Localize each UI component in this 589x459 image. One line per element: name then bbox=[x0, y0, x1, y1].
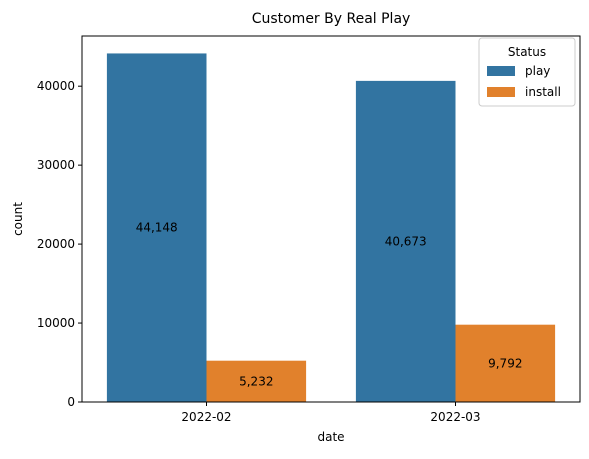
bar-play-2022-03 bbox=[355, 80, 456, 402]
legend-label-play: play bbox=[525, 64, 550, 78]
y-axis-label: count bbox=[11, 202, 25, 236]
y-tick-label: 30000 bbox=[37, 158, 75, 172]
x-tick-label: 2022-03 bbox=[430, 410, 480, 424]
legend: Status play install bbox=[478, 37, 576, 107]
bar-value-label: 9,792 bbox=[488, 356, 522, 370]
x-tick-label: 2022-02 bbox=[181, 410, 231, 424]
plot-frame bbox=[81, 35, 581, 403]
bar-install-2022-03 bbox=[455, 324, 556, 402]
bar-value-label: 5,232 bbox=[239, 374, 273, 388]
bars-group bbox=[106, 53, 556, 402]
legend-swatch-play bbox=[487, 66, 515, 76]
bar-install-2022-02 bbox=[206, 360, 307, 402]
x-axis-label: date bbox=[317, 430, 344, 444]
x-axis: 2022-02 2022-03 bbox=[181, 402, 481, 424]
bar-value-label: 40,673 bbox=[385, 234, 427, 248]
legend-swatch-install bbox=[487, 87, 515, 97]
y-tick-label: 10000 bbox=[37, 316, 75, 330]
bar-labels-group: 44,148 5,232 40,673 9,792 bbox=[136, 221, 523, 389]
legend-label-install: install bbox=[525, 85, 561, 99]
y-tick-label: 40000 bbox=[37, 79, 75, 93]
y-tick-label: 0 bbox=[67, 395, 75, 409]
y-tick-label: 20000 bbox=[37, 237, 75, 251]
bar-play-2022-02 bbox=[106, 53, 207, 402]
legend-title: Status bbox=[508, 45, 546, 59]
chart-title: Customer By Real Play bbox=[252, 11, 411, 27]
y-axis: 0 10000 20000 30000 40000 bbox=[37, 79, 82, 409]
bar-value-label: 44,148 bbox=[136, 221, 178, 235]
